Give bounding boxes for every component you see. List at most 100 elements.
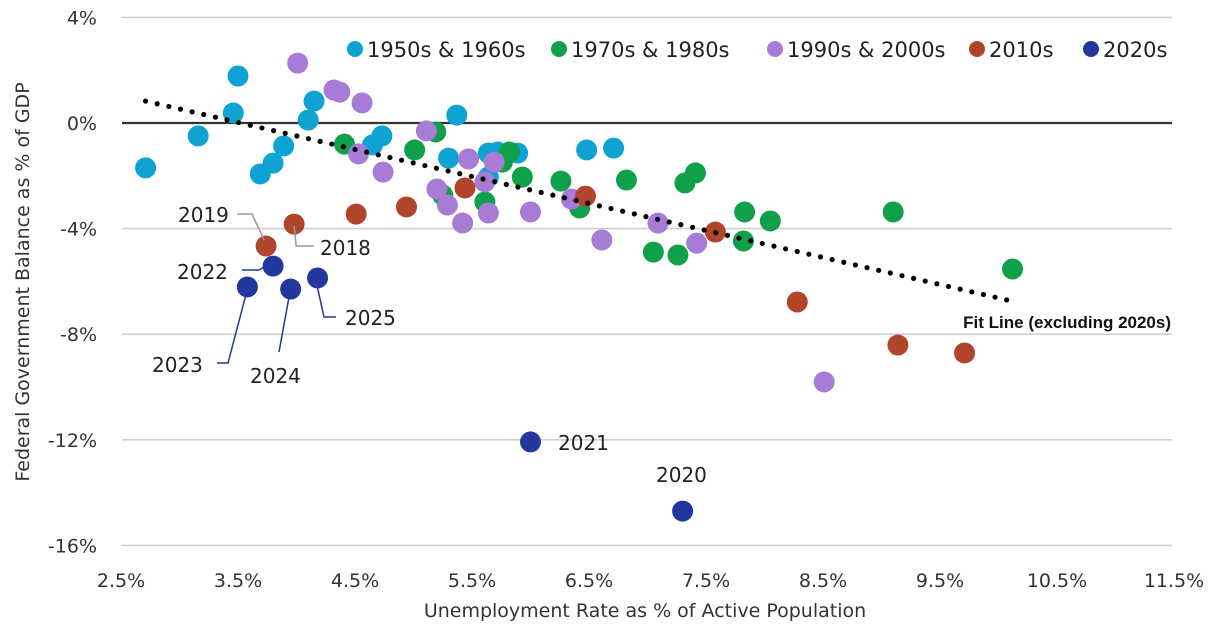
fit-line-dot bbox=[887, 270, 893, 276]
fit-line-dot bbox=[457, 171, 463, 177]
fit-line-dot bbox=[759, 240, 765, 247]
fit-line-dot bbox=[654, 216, 661, 222]
point-2010s bbox=[255, 235, 277, 257]
point-2010s bbox=[454, 177, 476, 199]
annotation-label-2021: 2021 bbox=[558, 431, 609, 455]
point-1990s-2000s bbox=[474, 171, 496, 193]
fit-line-dot bbox=[992, 294, 998, 300]
point-1950s-1960s bbox=[187, 125, 209, 147]
fit-line-dot bbox=[515, 184, 521, 190]
point-1970s-1980s bbox=[1002, 258, 1024, 280]
point-2010s bbox=[395, 196, 417, 218]
point-1990s-2000s bbox=[415, 120, 437, 142]
legend-item: 1950s & 1960s bbox=[347, 38, 526, 62]
fit-line-dot bbox=[806, 251, 812, 257]
point-1970s-1980s bbox=[511, 166, 533, 188]
y-tick-label: -12% bbox=[48, 430, 97, 452]
y-tick-label: 0% bbox=[67, 113, 97, 135]
point-1950s-1960s bbox=[446, 104, 468, 126]
point-2010s bbox=[786, 291, 808, 313]
legend-marker bbox=[767, 41, 783, 57]
point-1990s-2000s bbox=[436, 194, 458, 216]
point-2010s bbox=[345, 203, 367, 225]
fit-line-dot bbox=[398, 157, 405, 163]
y-tick-label: -8% bbox=[60, 324, 97, 346]
point-1970s-1980s bbox=[615, 169, 637, 191]
fit-line-dot bbox=[247, 122, 253, 128]
point-1990s-2000s bbox=[647, 212, 669, 234]
point-2010s bbox=[283, 213, 305, 235]
fit-line-dot bbox=[305, 136, 312, 142]
annotation-leader-line bbox=[278, 298, 290, 353]
fit-line-dot bbox=[1004, 297, 1010, 303]
fit-line-dot bbox=[643, 214, 649, 220]
point-1950s-1960s bbox=[227, 65, 249, 87]
fit-line-dot bbox=[526, 187, 533, 193]
y-axis-ticks: 4% 0% -4% -8% -12% -16% bbox=[48, 7, 97, 557]
fit-line-dot bbox=[189, 109, 195, 115]
point-1990s-2000s bbox=[686, 232, 708, 254]
point-1990s-2000s bbox=[329, 81, 351, 103]
point-1970s-1980s bbox=[674, 172, 696, 194]
legend-label: 2020s bbox=[1103, 38, 1167, 62]
fit-line-dot bbox=[352, 146, 358, 153]
fit-line-dot bbox=[922, 278, 928, 284]
x-tick-label: 4.5% bbox=[331, 570, 379, 592]
point-1990s-2000s bbox=[477, 202, 499, 224]
annotation-label-2025: 2025 bbox=[345, 306, 396, 330]
fit-line-dot bbox=[608, 205, 614, 212]
fit-line-dot bbox=[375, 152, 381, 158]
x-tick-label: 6.5% bbox=[565, 570, 613, 592]
point-2010s bbox=[574, 185, 596, 207]
fit-line-dot bbox=[142, 98, 149, 104]
fit-line-dot bbox=[410, 160, 416, 166]
fit-line-dot bbox=[876, 267, 882, 273]
annotation-label-2022: 2022 bbox=[177, 260, 228, 284]
point-1950s-1960s bbox=[273, 135, 295, 157]
fit-line-dot bbox=[573, 197, 579, 204]
fit-line-dot bbox=[166, 103, 172, 110]
fit-line-dot bbox=[852, 262, 859, 268]
fit-line-dot bbox=[585, 200, 591, 206]
legend-marker bbox=[1083, 41, 1099, 57]
fit-line-dot bbox=[701, 227, 707, 233]
y-tick-label: -16% bbox=[48, 535, 97, 557]
point-2020s bbox=[672, 500, 694, 522]
point-1970s-1980s bbox=[734, 201, 756, 223]
x-tick-label: 5.5% bbox=[448, 570, 496, 592]
y-tick-label: 4% bbox=[67, 7, 97, 29]
point-2020s bbox=[236, 276, 258, 298]
legend-item: 2010s bbox=[969, 38, 1053, 62]
fit-line-dot bbox=[468, 173, 474, 179]
point-1950s-1960s bbox=[603, 137, 625, 159]
point-1970s-1980s bbox=[642, 241, 664, 263]
point-1990s-2000s bbox=[351, 92, 373, 114]
point-2020s bbox=[280, 278, 302, 300]
annotation-leader-line bbox=[217, 296, 247, 364]
fit-line-dot bbox=[538, 189, 544, 196]
legend: 1950s & 1960s 1970s & 1980s 1990s & 2000s 2… bbox=[347, 38, 1167, 62]
fit-line-dot bbox=[817, 254, 824, 260]
fit-line-dot bbox=[561, 195, 568, 201]
legend-label: 1970s & 1980s bbox=[571, 38, 730, 62]
fit-line-dot bbox=[270, 128, 277, 134]
fit-line-dot bbox=[340, 144, 346, 150]
x-tick-label: 7.5% bbox=[682, 570, 730, 592]
fit-line-dot bbox=[236, 119, 242, 126]
fit-line-dot bbox=[212, 114, 218, 120]
fit-line-dot bbox=[631, 211, 637, 217]
annotation-leader-line bbox=[237, 213, 265, 241]
legend-item: 2020s bbox=[1083, 38, 1167, 62]
point-1990s-2000s bbox=[520, 201, 541, 223]
x-tick-label: 11.5% bbox=[1144, 570, 1204, 592]
annotation-label-2023: 2023 bbox=[152, 353, 203, 377]
fit-line-dot bbox=[177, 106, 184, 112]
fit-line-dot bbox=[689, 224, 696, 230]
annotation-label-2018: 2018 bbox=[320, 236, 371, 260]
fit-line-dot bbox=[771, 243, 777, 249]
legend-label: 2010s bbox=[989, 38, 1053, 62]
fit-line-dot bbox=[317, 138, 323, 144]
point-1970s-1980s bbox=[404, 139, 426, 161]
fit-line-dot bbox=[503, 181, 509, 187]
point-1950s-1960s bbox=[135, 157, 157, 179]
